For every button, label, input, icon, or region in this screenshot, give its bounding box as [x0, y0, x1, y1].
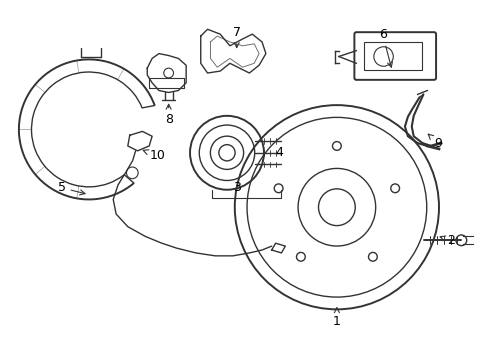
Text: 6: 6	[378, 28, 392, 67]
Text: 2: 2	[439, 234, 454, 247]
Text: 3: 3	[232, 181, 240, 194]
Bar	[364, 42, 422, 70]
Text: 5: 5	[58, 181, 85, 195]
Text: 1: 1	[332, 308, 340, 328]
Text: 9: 9	[427, 134, 441, 149]
Text: 4: 4	[275, 146, 283, 159]
Text: 10: 10	[143, 149, 165, 162]
Text: 7: 7	[232, 26, 240, 48]
Text: 8: 8	[164, 104, 172, 126]
